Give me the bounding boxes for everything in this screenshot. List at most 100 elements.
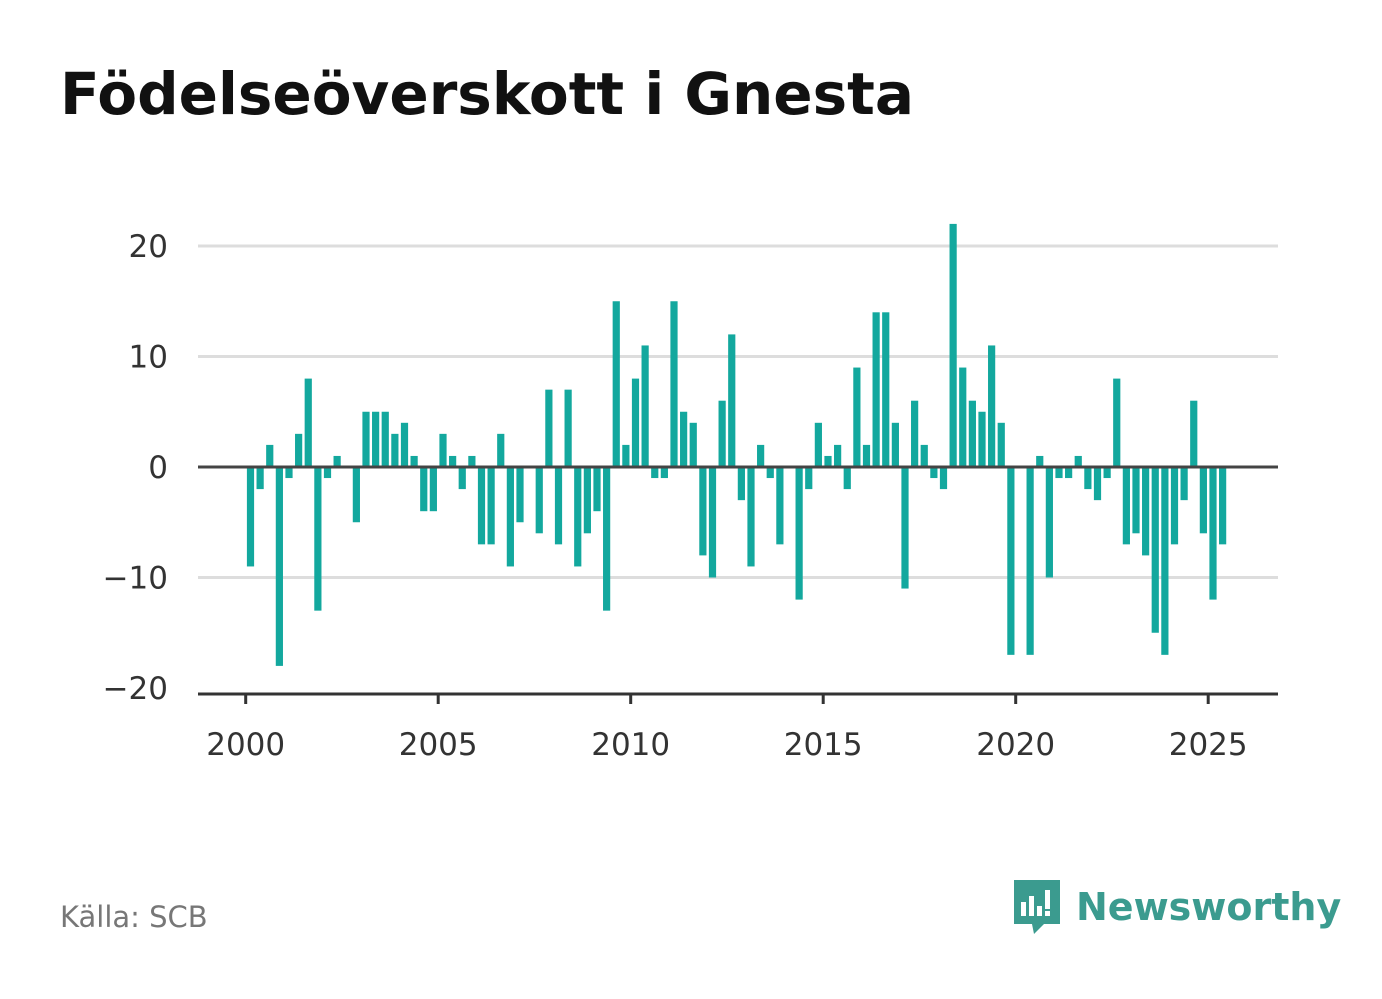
bar bbox=[323, 467, 332, 479]
bar bbox=[978, 411, 986, 467]
x-tick-label: 2000 bbox=[206, 727, 285, 763]
bar bbox=[651, 467, 659, 479]
y-tick-label: 0 bbox=[148, 450, 168, 486]
bar bbox=[449, 455, 457, 467]
bar bbox=[939, 467, 948, 490]
bar bbox=[834, 444, 842, 467]
bar bbox=[333, 455, 341, 467]
bar bbox=[458, 467, 466, 490]
bar bbox=[362, 411, 370, 467]
bar bbox=[728, 334, 736, 467]
bar bbox=[862, 444, 871, 467]
bar bbox=[1113, 378, 1121, 467]
bar bbox=[1074, 455, 1082, 467]
bar bbox=[1161, 467, 1169, 655]
bar bbox=[901, 467, 909, 589]
bar bbox=[795, 467, 803, 600]
bar bbox=[275, 467, 283, 666]
bar bbox=[1103, 467, 1111, 479]
bar bbox=[872, 312, 880, 467]
bar bbox=[853, 367, 861, 467]
bar bbox=[583, 467, 591, 534]
chart-title: Födelseöverskott i Gnesta bbox=[60, 60, 915, 128]
bar bbox=[285, 467, 293, 479]
bar bbox=[574, 467, 582, 567]
bar bbox=[882, 312, 890, 467]
bar bbox=[747, 467, 755, 567]
bar bbox=[1199, 467, 1207, 534]
bar bbox=[1122, 467, 1130, 545]
bar bbox=[516, 467, 524, 523]
bar bbox=[497, 433, 505, 467]
bar bbox=[660, 467, 668, 479]
bar bbox=[997, 422, 1005, 467]
bar bbox=[824, 455, 832, 467]
bar bbox=[757, 444, 765, 467]
bar bbox=[506, 467, 514, 567]
bar bbox=[1045, 467, 1053, 578]
bar bbox=[631, 378, 640, 467]
bar bbox=[1026, 467, 1034, 655]
y-tick-label: −20 bbox=[103, 671, 168, 707]
bar bbox=[256, 467, 264, 490]
bar bbox=[930, 467, 938, 479]
bar bbox=[708, 467, 717, 578]
bar bbox=[372, 411, 380, 467]
bar bbox=[1180, 467, 1188, 501]
bar bbox=[718, 400, 726, 467]
brand-name: Newsworthy bbox=[1076, 885, 1342, 929]
bar bbox=[737, 467, 745, 501]
bar bbox=[1151, 467, 1159, 633]
x-tick-label: 2025 bbox=[1169, 727, 1248, 763]
bar bbox=[968, 400, 976, 467]
bar bbox=[246, 467, 255, 567]
bar bbox=[1170, 467, 1179, 545]
bar bbox=[439, 433, 447, 467]
grid-lines bbox=[198, 244, 1278, 579]
bar bbox=[381, 411, 389, 467]
bar bbox=[468, 455, 476, 467]
bar bbox=[1065, 467, 1073, 479]
bar bbox=[391, 433, 399, 467]
bar bbox=[554, 467, 563, 545]
bar bbox=[420, 467, 428, 512]
bar bbox=[776, 467, 784, 545]
bar bbox=[477, 467, 486, 545]
bar bbox=[603, 467, 611, 611]
bar bbox=[689, 422, 697, 467]
x-tick-label: 2005 bbox=[399, 727, 478, 763]
bar bbox=[1219, 467, 1227, 545]
bar bbox=[1036, 455, 1044, 467]
bar bbox=[304, 378, 312, 467]
bar bbox=[988, 345, 996, 467]
bar bbox=[699, 467, 707, 556]
bar bbox=[766, 467, 774, 479]
bar bbox=[911, 400, 919, 467]
bar bbox=[814, 422, 822, 467]
bar bbox=[1055, 467, 1063, 479]
bar bbox=[429, 467, 437, 512]
y-tick-label: −10 bbox=[103, 561, 168, 597]
bar bbox=[1084, 467, 1092, 490]
bar bbox=[891, 422, 899, 467]
bar bbox=[959, 367, 967, 467]
bar bbox=[535, 467, 543, 534]
source-note: Källa: SCB bbox=[60, 900, 208, 934]
bar bbox=[545, 389, 553, 467]
brand-logo[interactable]: Newsworthy bbox=[1010, 876, 1341, 938]
newsworthy-logo-icon bbox=[1014, 880, 1060, 934]
bar bbox=[805, 467, 813, 490]
bar bbox=[641, 345, 649, 467]
bar bbox=[1190, 400, 1198, 467]
bar bbox=[1142, 467, 1150, 556]
bar bbox=[622, 444, 630, 467]
bar bbox=[670, 301, 678, 467]
y-tick-label: 10 bbox=[129, 340, 168, 376]
x-tick-label: 2010 bbox=[591, 727, 670, 763]
bar bbox=[487, 467, 495, 545]
bar bbox=[266, 444, 274, 467]
bar bbox=[1132, 467, 1140, 534]
bar bbox=[1007, 467, 1015, 655]
bar bbox=[400, 422, 409, 467]
